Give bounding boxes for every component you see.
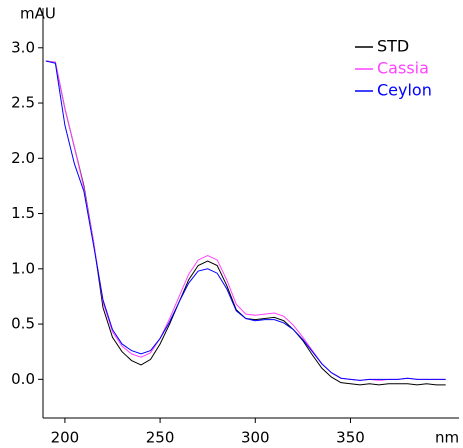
x-tick-label: 350 bbox=[336, 429, 365, 447]
x-axis-label: nm bbox=[435, 429, 459, 447]
legend-label: Ceylon bbox=[377, 81, 432, 100]
x-tick-label: 300 bbox=[241, 429, 270, 447]
y-tick-label: 2.5 bbox=[11, 94, 35, 112]
y-tick-label: 1.5 bbox=[11, 204, 35, 222]
y-axis-label: mAU bbox=[20, 5, 56, 23]
y-tick-label: 1.0 bbox=[11, 259, 35, 277]
series-line bbox=[45, 60, 446, 381]
y-tick-label: 0.0 bbox=[11, 370, 35, 388]
legend-label: STD bbox=[377, 37, 409, 56]
legend-label: Cassia bbox=[377, 59, 429, 78]
y-tick-label: 3.0 bbox=[11, 38, 35, 56]
x-tick-label: 250 bbox=[146, 429, 175, 447]
series-line bbox=[45, 60, 446, 386]
series-line bbox=[45, 60, 446, 381]
x-tick-label: 200 bbox=[51, 429, 80, 447]
y-tick-label: 2.0 bbox=[11, 149, 35, 167]
y-tick-label: 0.5 bbox=[11, 315, 35, 333]
